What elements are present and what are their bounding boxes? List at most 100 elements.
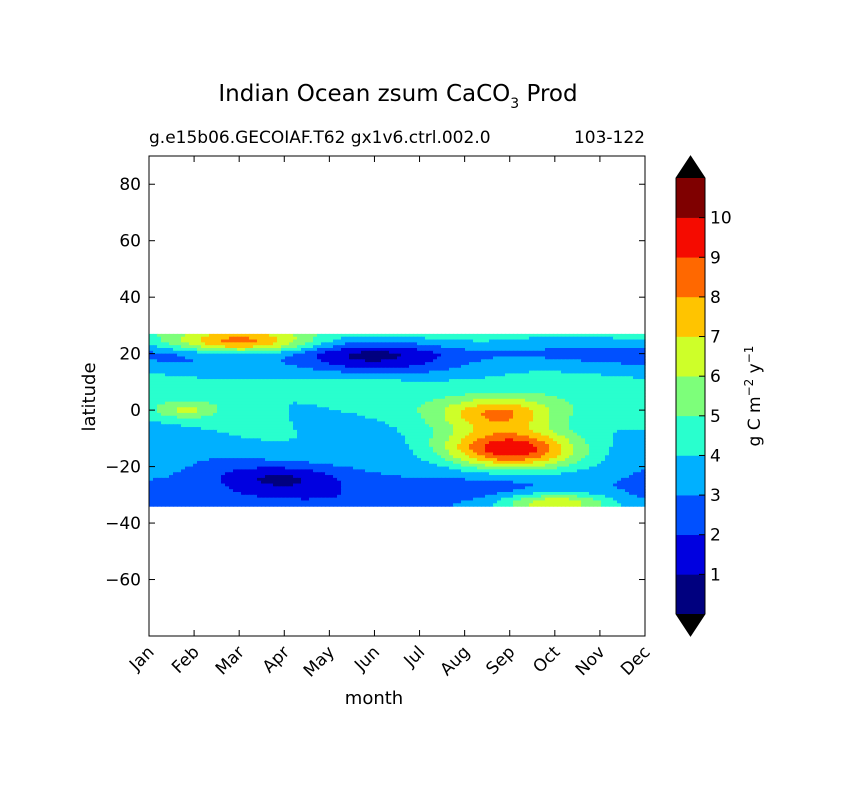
contour-cell [605,350,610,355]
contour-cell [369,350,374,355]
contour-cell [213,333,218,338]
contour-cell [557,345,562,349]
contour-cell [225,364,230,369]
contour-cell [621,432,626,437]
contour-cell [325,387,330,391]
contour-cell [221,415,226,420]
contour-cell [297,384,302,389]
contour-cell [361,438,366,442]
contour-cell [365,345,370,349]
contour-cell [389,398,394,403]
contour-cell [369,364,374,369]
contour-cell [369,435,374,439]
contour-cell [357,336,362,341]
contour-cell [201,370,206,375]
contour-cell [457,427,462,431]
contour-cell [189,407,194,411]
contour-cell [549,427,554,431]
contour-cell [445,362,450,366]
contour-cell [425,427,430,431]
contour-cell [613,393,618,397]
contour-cell [401,398,406,403]
contour-cell [565,404,570,408]
contour-cell [489,444,494,448]
contour-cell [273,342,278,346]
contour-cell [401,435,406,439]
contour-cell [257,432,262,437]
contour-cell [609,384,614,389]
contour-cell [397,401,402,406]
contour-cell [237,356,242,360]
contour-cell [597,390,602,394]
contour-cell [565,336,570,341]
contour-cell [621,342,626,346]
contour-cell [205,362,210,366]
contour-cell [349,367,354,372]
contour-cell [325,333,330,338]
contour-cell [365,410,370,414]
contour-cell [589,398,594,403]
contour-cell [577,424,582,428]
contour-cell [533,362,538,366]
contour-cell [593,393,598,397]
contour-cell [441,441,446,445]
contour-cell [449,333,454,338]
contour-cell [453,345,458,349]
contour-cell [217,381,222,386]
contour-cell [529,384,534,389]
contour-cell [393,342,398,346]
contour-cell [501,418,506,423]
contour-cell [321,370,326,375]
contour-cell [605,418,610,423]
contour-cell [245,376,250,380]
contour-cell [377,356,382,360]
contour-cell [637,381,642,386]
contour-cell [149,364,154,369]
contour-cell [549,429,554,434]
contour-cell [469,336,474,341]
contour-cell [313,418,318,423]
contour-cell [289,373,294,377]
contour-cell [529,373,534,377]
contour-cell [449,412,454,417]
contour-cell [385,410,390,414]
contour-cell [389,444,394,448]
contour-cell [497,415,502,420]
contour-cell [453,367,458,372]
contour-cell [337,415,342,420]
contour-cell [297,435,302,439]
contour-cell [221,446,226,451]
contour-cell [353,367,358,372]
contour-cell [429,444,434,448]
contour-cell [413,412,418,417]
contour-cell [389,362,394,366]
contour-cell [505,418,510,423]
contour-cell [261,370,266,375]
contour-cell [149,429,154,434]
contour-cell [593,384,598,389]
contour-cell [497,381,502,386]
contour-cell [529,379,534,383]
contour-cell [165,390,170,394]
contour-cell [209,415,214,420]
contour-cell [245,404,250,408]
contour-cell [277,384,282,389]
contour-cell [321,424,326,428]
contour-cell [413,333,418,338]
contour-cell [565,350,570,355]
contour-cell [473,379,478,383]
contour-cell [201,435,206,439]
contour-cell [425,356,430,360]
contour-cell [637,376,642,380]
contour-cell [577,421,582,425]
contour-cell [321,444,326,448]
contour-cell [313,424,318,428]
contour-cell [533,444,538,448]
contour-cell [529,350,534,355]
contour-cell [393,429,398,434]
contour-cell [517,429,522,434]
contour-cell [261,393,266,397]
contour-cell [273,336,278,341]
contour-cell [297,353,302,358]
contour-cell [561,427,566,431]
